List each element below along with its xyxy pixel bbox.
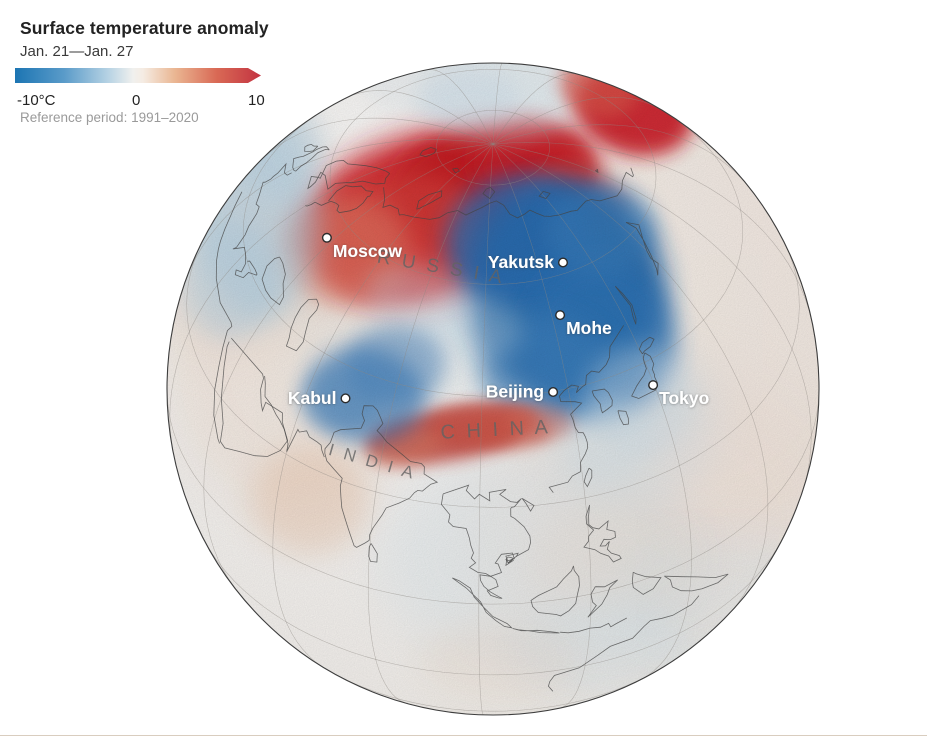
svg-text:Yakutsk: Yakutsk <box>488 252 554 272</box>
svg-text:Moscow: Moscow <box>333 241 402 261</box>
svg-text:Kabul: Kabul <box>288 388 337 408</box>
svg-text:Beijing: Beijing <box>486 382 544 402</box>
svg-text:Mohe: Mohe <box>566 318 612 338</box>
svg-text:Tokyo: Tokyo <box>659 388 709 408</box>
